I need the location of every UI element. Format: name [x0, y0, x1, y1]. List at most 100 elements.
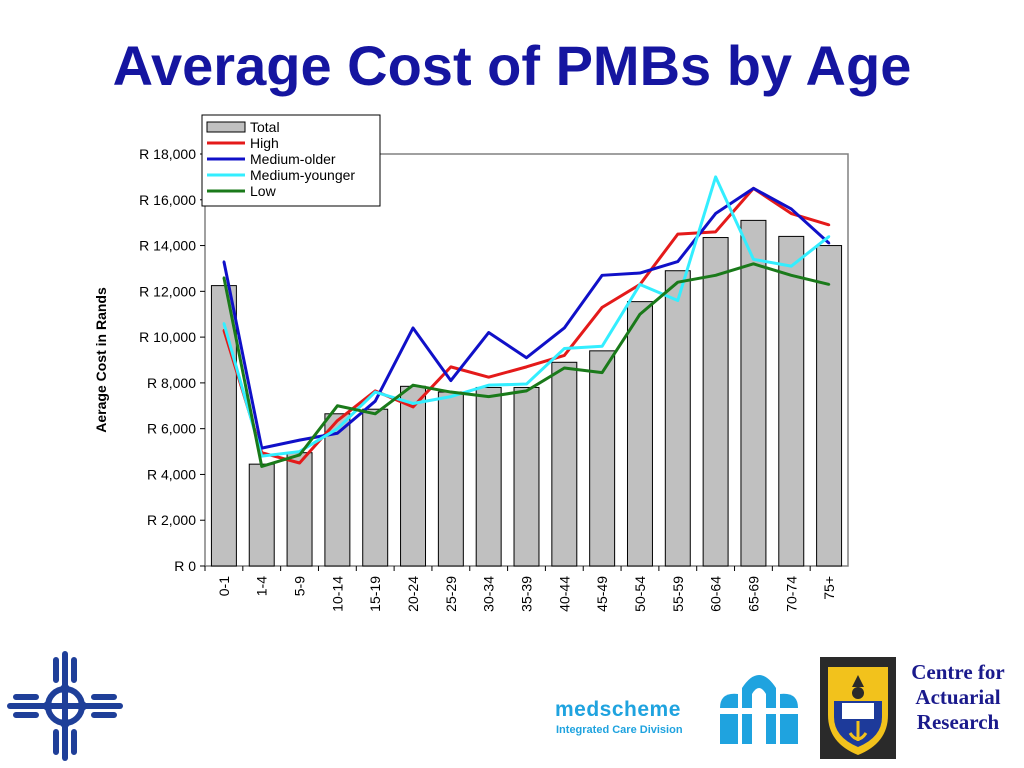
point-medium-older [638, 271, 642, 275]
point-medium-younger [638, 283, 642, 286]
point-medium-older [563, 326, 566, 330]
point-high [827, 223, 831, 227]
age-cost-chart: R 0 R 2,000 R 4,000 R 6,000 R 8,000 R 10,000 R… [93, 114, 849, 612]
point-high [714, 230, 717, 234]
point-medium-older [374, 400, 377, 403]
x-tick-label: 20-24 [405, 576, 421, 612]
point-medium-older [827, 242, 831, 245]
car-line-3: Research [916, 710, 1000, 734]
y-tick-label: R 8,000 [147, 375, 196, 391]
bar-total [400, 385, 427, 567]
point-low [600, 371, 604, 374]
point-low [449, 390, 453, 394]
point-medium-younger [714, 175, 717, 179]
bar-total [702, 237, 729, 567]
point-low [487, 395, 490, 398]
point-medium-older [525, 356, 528, 359]
point-medium-older [298, 438, 301, 442]
point-medium-older [411, 326, 415, 330]
point-medium-younger [336, 427, 339, 430]
point-low [827, 283, 831, 286]
x-tick-label: 50-54 [632, 576, 648, 612]
point-low [411, 383, 415, 387]
x-tick-label: 1-4 [254, 576, 270, 596]
point-medium-younger [449, 395, 453, 398]
y-axis-title: Aerage Cost in Rands [93, 287, 109, 433]
point-medium-younger [487, 383, 490, 387]
point-low [790, 274, 793, 277]
x-tick-label: 65-69 [745, 576, 761, 612]
x-tick-label: 15-19 [367, 576, 383, 612]
point-low [336, 404, 339, 407]
legend-label: Total [250, 119, 280, 135]
point-medium-younger [827, 235, 831, 238]
point-high [525, 365, 528, 369]
point-high [298, 461, 301, 465]
point-medium-older [222, 260, 226, 263]
legend-label: Low [250, 183, 277, 199]
bar-total [664, 270, 691, 567]
bar-total [437, 391, 464, 567]
point-medium-younger [676, 299, 679, 302]
point-high [449, 365, 453, 369]
slide-title: Average Cost of PMBs by Age [112, 34, 912, 97]
bar-total [778, 235, 805, 567]
x-tick-label: 5-9 [292, 576, 308, 596]
point-medium-younger [525, 382, 528, 386]
point-medium-older [676, 260, 679, 263]
bar-total [513, 386, 540, 567]
y-tick-label: R 14,000 [139, 238, 196, 254]
point-medium-younger [374, 390, 377, 394]
x-tick-label: 40-44 [556, 576, 572, 612]
legend-label: High [250, 135, 279, 151]
point-high [790, 212, 793, 215]
point-low [525, 389, 528, 393]
bar-total [589, 350, 616, 567]
point-medium-older [714, 212, 717, 215]
legend-label: Medium-older [250, 151, 336, 167]
point-medium-younger [563, 347, 566, 350]
point-low [638, 313, 642, 316]
medscheme-m-icon [720, 675, 798, 744]
point-medium-younger [411, 402, 415, 405]
bar-total [248, 463, 275, 567]
medscheme-wordmark: medscheme [555, 698, 681, 721]
legend-swatch [206, 121, 246, 133]
bar-total [362, 408, 389, 567]
car-line-1: Centre for [911, 660, 1005, 684]
y-tick-label: R 18,000 [139, 146, 196, 162]
point-high [411, 405, 415, 409]
bar-total [626, 301, 653, 567]
x-tick-label: 75+ [821, 576, 837, 600]
y-tick-label: R 4,000 [147, 466, 196, 482]
point-medium-younger [600, 345, 604, 348]
point-low [676, 280, 679, 284]
legend-label: Medium-younger [250, 167, 355, 183]
point-medium-younger [790, 264, 793, 268]
point-low [374, 412, 377, 415]
x-tick-label: 60-64 [708, 576, 724, 612]
point-low [563, 366, 566, 370]
y-tick-label: R 0 [174, 558, 196, 574]
point-high [336, 419, 339, 422]
x-tick-label: 70-74 [783, 576, 799, 612]
x-tick-label: 25-29 [443, 576, 459, 612]
y-tick-label: R 16,000 [139, 192, 196, 208]
y-tick-label: R 12,000 [139, 283, 196, 299]
x-tick-label: 55-59 [670, 576, 686, 612]
point-low [714, 274, 717, 277]
university-crest-icon [820, 657, 896, 759]
x-tick-label: 0-1 [216, 576, 232, 596]
y-tick-label: R 6,000 [147, 421, 196, 437]
point-medium-younger [752, 258, 755, 261]
point-medium-older [449, 379, 453, 382]
point-high [600, 306, 604, 309]
point-low [298, 453, 301, 457]
point-high [487, 375, 490, 379]
point-low [260, 465, 263, 468]
medscheme-subtitle: Integrated Care Division [556, 724, 683, 736]
x-tick-label: 10-14 [329, 576, 345, 612]
car-line-2: Actuarial [915, 685, 1001, 709]
cross-network-logo [7, 651, 123, 761]
point-medium-older [336, 432, 339, 435]
